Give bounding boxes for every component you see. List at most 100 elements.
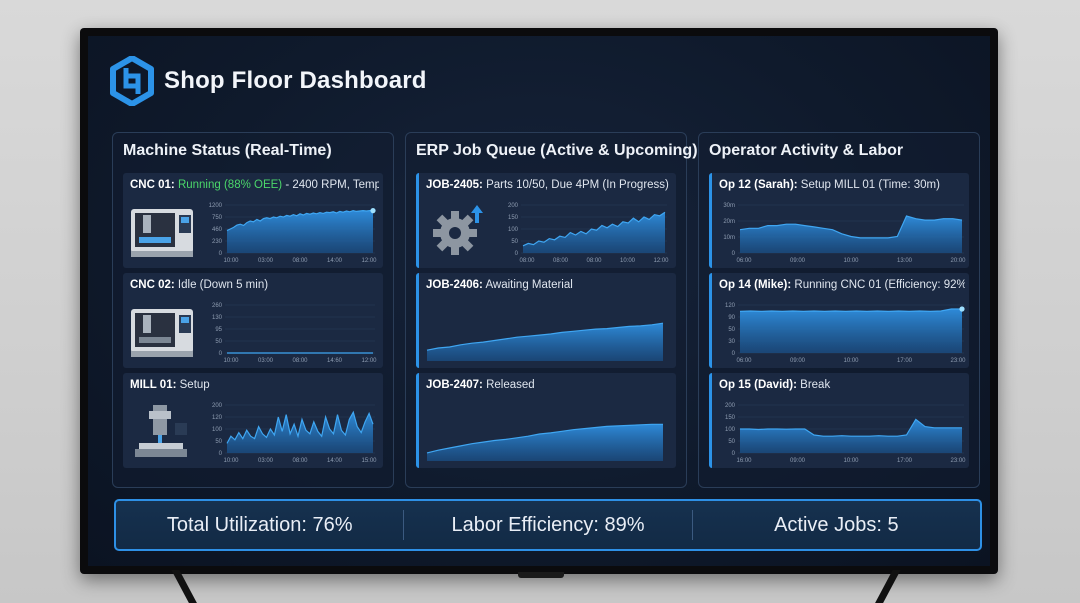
tv-stand [518, 572, 564, 578]
x-tick-label: 08:00 [519, 258, 535, 263]
x-tick-label: 08:00 [292, 358, 308, 363]
rpm-chart: 1200 750 460 230 010:00 03:00 08:00 14:00 12:00 [209, 203, 378, 263]
operator-name: Op 14 (Mike): [719, 279, 792, 291]
operator-detail: Running CNC 01 (Efficiency: 92%) [791, 279, 965, 291]
job-detail: Parts 10/50, Due 4PM (In Progress) [482, 179, 669, 191]
series-area [740, 216, 962, 253]
x-tick-label: 17:00 [897, 358, 913, 363]
operator-card-14[interactable]: Op 14 (Mike): Running CNC 01 (Efficiency… [709, 273, 969, 368]
x-tick-label: 15:00 [361, 458, 377, 463]
card-label: Op 14 (Mike): Running CNC 01 (Efficiency… [719, 279, 965, 291]
panel-title: Machine Status (Real-Time) [123, 142, 332, 159]
operator-break-chart: 200 150 100 50 016:00 09:00 10:00 17:00 23:00 [725, 403, 966, 463]
x-tick-label: 23:00 [950, 458, 966, 463]
y-tick-label: 0 [219, 451, 223, 457]
series-line [226, 410, 374, 444]
series-area [740, 309, 962, 353]
operator-detail: Setup MILL 01 (Time: 30m) [797, 179, 940, 191]
job-card-2405[interactable]: JOB-2405: Parts 10/50, Due 4PM (In Progr… [416, 173, 676, 268]
machine-card-cnc01[interactable]: CNC 01: Running (88% OEE) - 2400 RPM, Te… [123, 173, 383, 268]
tv-leg-left [171, 570, 201, 603]
x-tick-label: 14:00 [327, 458, 343, 463]
x-tick-label: 14:60 [327, 358, 343, 363]
y-tick-label: 50 [511, 239, 518, 245]
y-tick-label: 230 [212, 239, 223, 245]
milling-machine-icon [135, 405, 187, 457]
status-badge: Running (88% OEE) [177, 179, 283, 191]
machine-detail: Setup [176, 379, 210, 391]
y-tick-label: 130 [212, 315, 223, 321]
x-tick-label: 06:00 [736, 358, 752, 363]
kpi-footer: Total Utilization: 76% Labor Efficiency:… [114, 499, 982, 551]
series-line [739, 308, 962, 313]
x-tick-label: 14:00 [327, 258, 343, 263]
x-tick-label: 08:00 [553, 258, 569, 263]
machine-name: CNC 02: [130, 279, 175, 291]
x-tick-label: 10:00 [843, 258, 859, 263]
data-point-marker [959, 306, 965, 312]
series-line [426, 423, 663, 454]
machine-card-cnc02[interactable]: CNC 02: Idle (Down 5 min) 260 130 95 50 0 10:… [123, 273, 383, 368]
card-label: JOB-2407: Released [426, 379, 672, 391]
card-label: CNC 01: Running (88% OEE) - 2400 RPM, Te… [130, 179, 379, 191]
x-tick-label: 03:00 [258, 258, 274, 263]
page-title: Shop Floor Dashboard [164, 67, 427, 94]
cnc-machine-icon [131, 309, 193, 357]
x-tick-label: 16:00 [736, 458, 752, 463]
y-tick-label: 150 [725, 415, 736, 421]
y-tick-label: 50 [728, 327, 735, 333]
x-tick-label: 08:00 [292, 258, 308, 263]
job-id: JOB-2405: [426, 179, 483, 191]
card-label: Op 15 (David): Break [719, 379, 965, 391]
series-area [523, 212, 665, 253]
y-tick-label: 0 [515, 251, 519, 257]
panel-title: ERP Job Queue (Active & Upcoming) [416, 142, 698, 159]
job-card-2407[interactable]: JOB-2407: Released [416, 373, 676, 468]
x-tick-label: 23:00 [950, 358, 966, 363]
cnc-machine-icon [131, 209, 193, 257]
series-line [226, 209, 373, 232]
y-tick-label: 200 [508, 203, 519, 209]
job-id: JOB-2407: [426, 379, 483, 391]
y-tick-label: 0 [732, 351, 736, 357]
series-area [427, 323, 663, 361]
operator-activity-panel: Operator Activity & Labor Op 12 (Sarah):… [698, 132, 980, 488]
machine-card-mill01[interactable]: MILL 01: Setup 200 120 100 50 0 10:00 03:00 08:… [123, 373, 383, 468]
tv-frame: Shop Floor Dashboard Machine Status (Rea… [80, 28, 998, 574]
x-tick-label: 12:00 [361, 358, 377, 363]
y-tick-label: 460 [212, 227, 223, 233]
series-line [426, 322, 664, 351]
y-tick-label: 120 [725, 303, 736, 309]
card-label: Op 12 (Sarah): Setup MILL 01 (Time: 30m) [719, 179, 965, 191]
operator-efficiency-chart: 120 90 50 30 006:00 09:00 10:00 17:00 23:00 [725, 303, 966, 363]
idle-chart: 260 130 95 50 010:00 03:00 08:00 14:60 12:00 [212, 303, 377, 363]
x-tick-label: 13:00 [897, 258, 913, 263]
y-tick-label: 200 [212, 403, 223, 409]
y-tick-label: 0 [219, 251, 223, 257]
x-tick-label: 08:00 [292, 458, 308, 463]
y-tick-label: 0 [219, 351, 223, 357]
y-tick-label: 120 [212, 415, 223, 421]
y-tick-label: 10m [723, 235, 735, 241]
job-trend-chart [426, 423, 663, 461]
x-tick-label: 06:00 [736, 258, 752, 263]
y-tick-label: 95 [215, 327, 222, 333]
machine-name: MILL 01: [130, 379, 177, 391]
kpi-utilization: Total Utilization: 76% [166, 514, 353, 536]
x-tick-label: 17:00 [897, 458, 913, 463]
series-area [227, 210, 373, 253]
y-tick-label: 0 [732, 251, 736, 257]
x-tick-label: 10:00 [223, 258, 239, 263]
tv-leg-right [871, 570, 901, 603]
job-card-2406[interactable]: JOB-2406: Awaiting Material [416, 273, 676, 368]
x-tick-label: 10:00 [223, 458, 239, 463]
kpi-labor-efficiency: Labor Efficiency: 89% [403, 510, 691, 540]
operator-card-12[interactable]: Op 12 (Sarah): Setup MILL 01 (Time: 30m)… [709, 173, 969, 268]
x-tick-label: 20:00 [950, 258, 966, 263]
series-line [740, 418, 962, 437]
card-label: MILL 01: Setup [130, 379, 379, 391]
card-label: JOB-2406: Awaiting Material [426, 279, 672, 291]
operator-card-15[interactable]: Op 15 (David): Break 200 150 100 50 0 16:00 09… [709, 373, 969, 468]
kpi-active-jobs: Active Jobs: 5 [691, 510, 980, 540]
